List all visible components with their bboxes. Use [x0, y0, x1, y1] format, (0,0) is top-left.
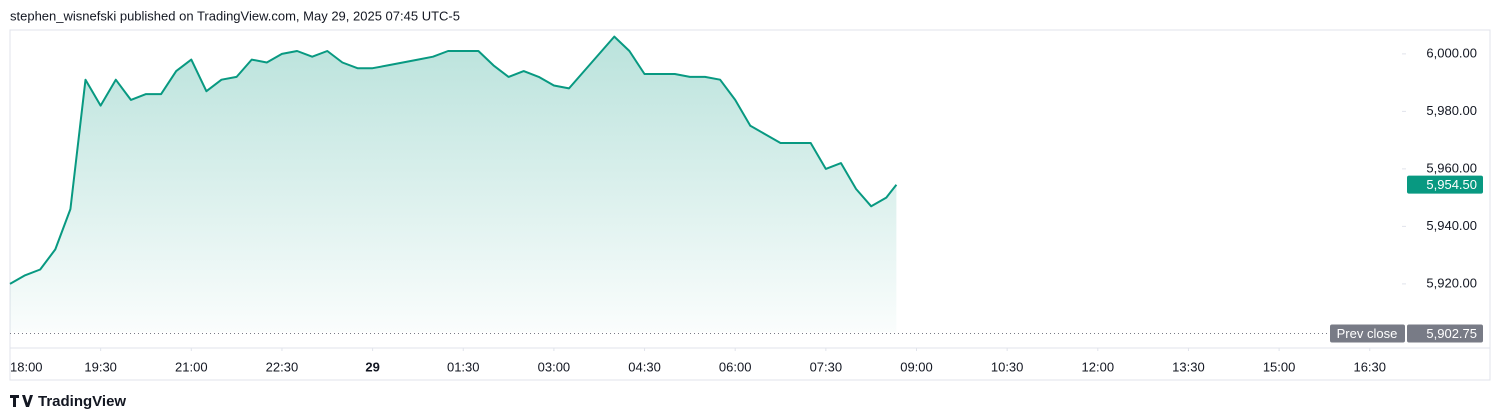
y-tick-label: 5,980.00: [1426, 103, 1477, 118]
x-tick-label: 16:30: [1353, 359, 1386, 374]
x-tick-label: 03:00: [538, 359, 571, 374]
x-tick-label: 09:00: [900, 359, 933, 374]
prev-close-badge: [1330, 324, 1405, 343]
area: [10, 36, 897, 332]
prev-close-value-badge: [1407, 324, 1483, 343]
x-tick-label: 01:30: [447, 359, 480, 374]
y-tick-label: 5,920.00: [1426, 275, 1477, 290]
y-tick-label: 5,940.00: [1426, 218, 1477, 233]
x-tick-label: 19:30: [84, 359, 117, 374]
x-tick-label: 15:00: [1263, 359, 1296, 374]
x-tick-label: 12:00: [1082, 359, 1115, 374]
y-tick-label: 6,000.00: [1426, 45, 1477, 60]
prev-close-name: Prev close: [1337, 326, 1398, 341]
x-tick-label: 13:30: [1172, 359, 1205, 374]
x-tick-label: 29: [365, 359, 379, 374]
footer-logo: [10, 395, 33, 407]
last-price-badge: [1407, 175, 1483, 194]
price-line: [9, 35, 898, 285]
x-tick-label: 18:00: [10, 359, 43, 374]
last-price-label: 5,954.50: [1426, 177, 1477, 192]
prev-close-label: 5,902.75: [1426, 326, 1477, 341]
frame: [9, 29, 1491, 381]
x-tick-label: 21:00: [175, 359, 208, 374]
x-tick-label: 07:30: [810, 359, 843, 374]
header: stephen_wisnefski published on TradingVi…: [10, 8, 460, 23]
x-tick-label: 22:30: [266, 359, 299, 374]
footer: TradingView: [38, 393, 126, 410]
x-tick-label: 06:00: [719, 359, 752, 374]
y-tick-label: 5,960.00: [1426, 160, 1477, 175]
x-tick-label: 10:30: [991, 359, 1024, 374]
x-tick-label: 04:30: [628, 359, 661, 374]
